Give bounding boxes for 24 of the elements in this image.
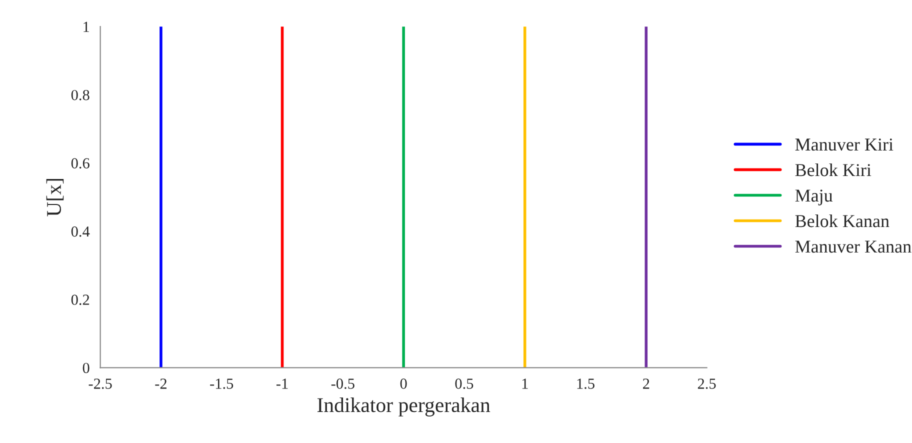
x-tick-label: -0.5 (331, 378, 354, 389)
legend-label: Belok Kiri (795, 163, 872, 176)
x-tick-label: 0 (400, 378, 407, 389)
y-tick-label: 0.4 (71, 226, 90, 237)
x-axis-title: Indikator pergerakan (317, 398, 490, 416)
x-tick-label: 2.5 (698, 378, 716, 389)
x-tick-label: 2 (643, 378, 650, 389)
legend-label: Manuver Kanan (795, 240, 912, 253)
y-tick-label: 0.2 (71, 294, 90, 305)
legend-label: Manuver Kiri (795, 138, 894, 151)
y-tick-label: 0.8 (71, 90, 90, 100)
x-tick-label: -2.5 (88, 378, 112, 389)
legend-label: Belok Kanan (795, 214, 890, 228)
x-tick-label: -1 (276, 378, 288, 389)
y-tick-label: 0.6 (71, 158, 90, 169)
x-tick-label: -1.5 (210, 378, 234, 389)
x-tick-label: -2 (155, 378, 166, 389)
x-tick-label: 1 (522, 378, 528, 389)
x-tick-label: 1.5 (577, 378, 594, 389)
y-tick-label: 1 (84, 22, 89, 32)
y-axis-title: U[x] (46, 179, 64, 216)
x-tick-label: 0.5 (455, 378, 474, 389)
y-tick-label: 0 (82, 362, 90, 374)
legend-label: Maju (795, 190, 833, 206)
